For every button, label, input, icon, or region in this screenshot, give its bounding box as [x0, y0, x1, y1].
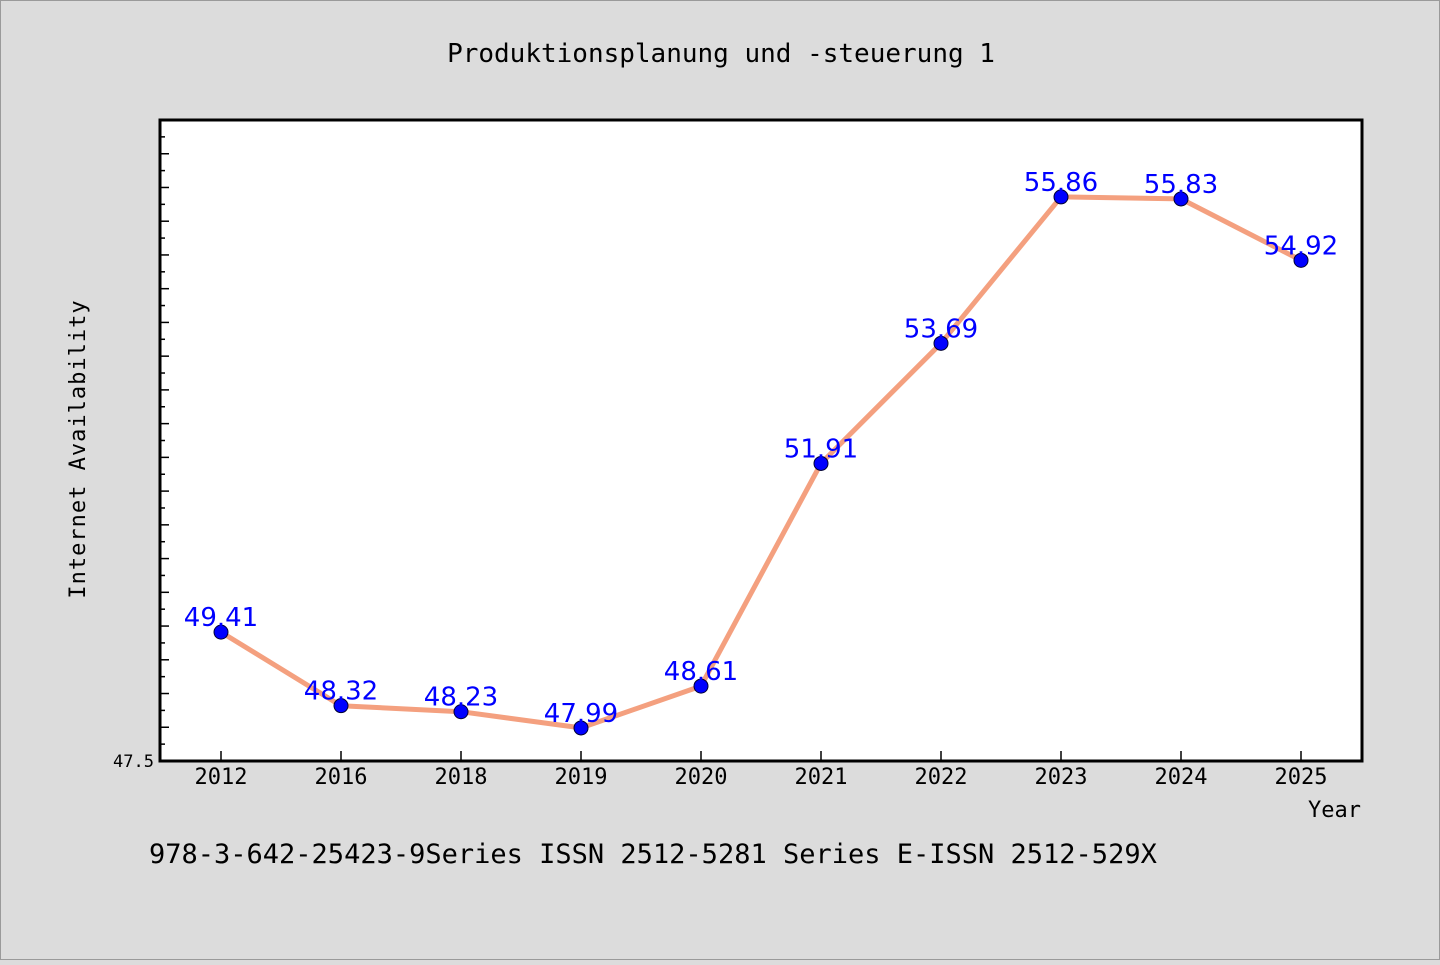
data-label: 49.41 [184, 603, 258, 633]
data-label: 48.61 [664, 657, 738, 687]
x-tick-label: 2016 [315, 765, 368, 790]
x-tick-label: 2020 [675, 765, 728, 790]
x-axis-ticks [220, 751, 1302, 761]
x-axis-tick-labels: 2012 2016 2018 2019 2020 2021 2022 2023 2024 2025 [195, 765, 1328, 790]
data-label: 55.83 [1144, 170, 1218, 200]
x-axis-label: Year [1308, 798, 1361, 823]
data-point [1293, 252, 1309, 268]
chart-title: Produktionsplanung und -steuerung 1 [447, 39, 995, 69]
data-point [1173, 191, 1189, 207]
data-label: 48.32 [304, 677, 378, 707]
y-tick-label-min: 47.5 [113, 752, 154, 772]
data-point [573, 720, 589, 736]
data-point [1053, 189, 1069, 205]
data-point [693, 678, 709, 694]
plot-area [158, 118, 1364, 763]
series-markers [213, 189, 1309, 736]
data-label: 51.91 [784, 434, 858, 464]
x-tick-label: 2021 [795, 765, 848, 790]
footer-text: 978-3-642-25423-9Series ISSN 2512-5281 S… [149, 839, 1157, 870]
data-point [213, 624, 229, 640]
x-tick-label: 2023 [1035, 765, 1088, 790]
data-point [933, 335, 949, 351]
y-axis-label: Internet Availability [66, 299, 91, 598]
series-line [219, 194, 1303, 731]
x-tick-label: 2024 [1155, 765, 1208, 790]
data-label: 55.86 [1024, 168, 1098, 198]
data-label: 48.23 [424, 683, 498, 713]
data-point [333, 698, 349, 714]
data-label: 54.92 [1264, 231, 1338, 261]
y-axis-ticks [160, 119, 169, 762]
x-tick-label: 2012 [195, 765, 248, 790]
x-tick-label: 2019 [555, 765, 608, 790]
data-label: 53.69 [904, 314, 978, 344]
data-point [453, 704, 469, 720]
x-tick-label: 2025 [1275, 765, 1328, 790]
x-tick-label: 2018 [435, 765, 488, 790]
data-point [813, 455, 829, 471]
data-label: 47.99 [544, 699, 618, 729]
x-tick-label: 2022 [915, 765, 968, 790]
data-labels: 49.41 48.32 48.23 47.99 48.61 51.91 53.69 55.86… [184, 168, 1338, 729]
